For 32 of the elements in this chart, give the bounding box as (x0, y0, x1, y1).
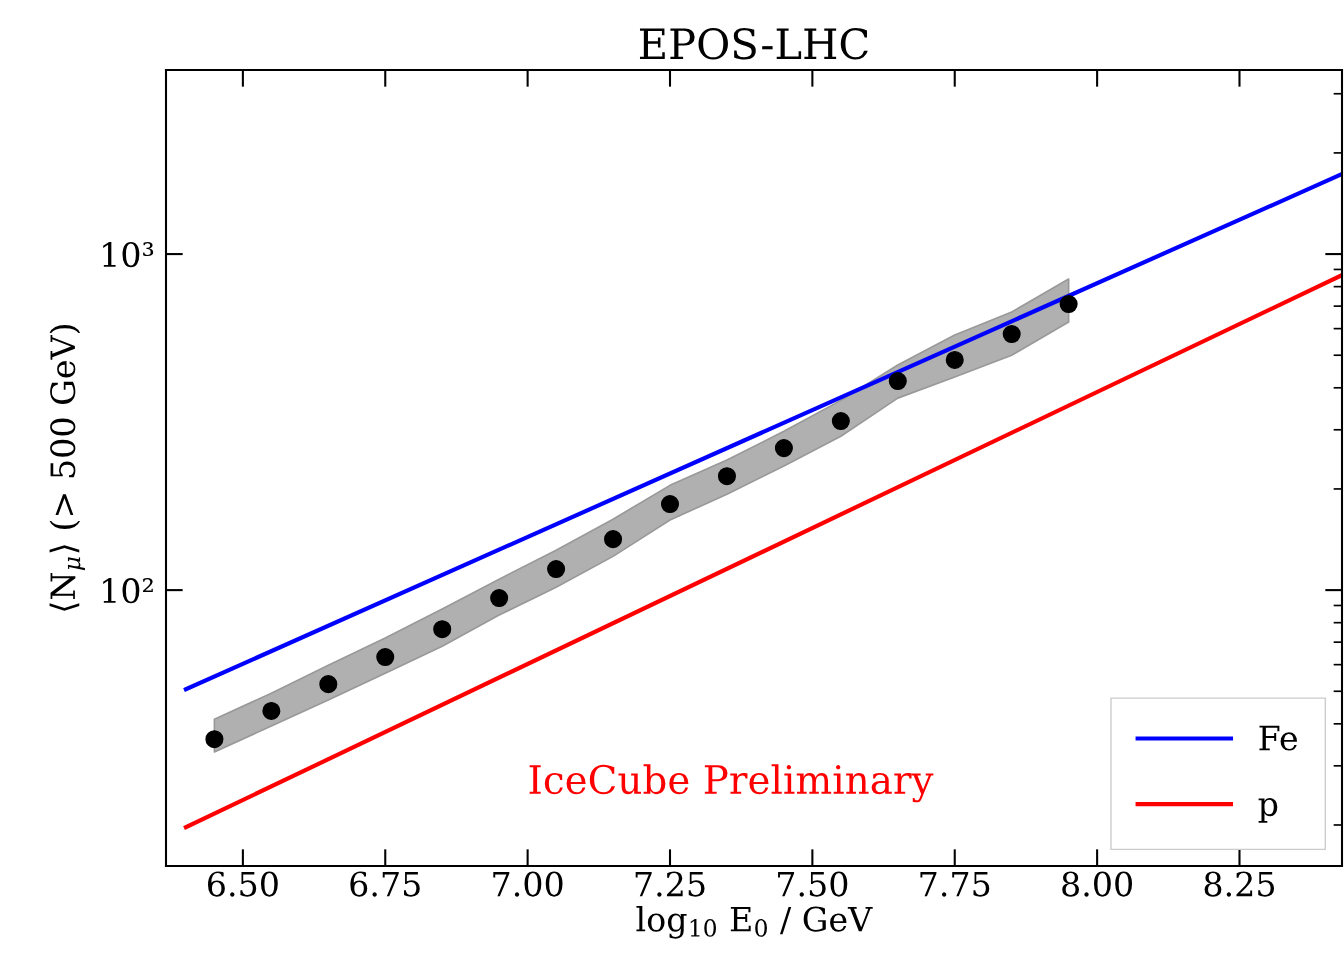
point (1002, 325, 1021, 344)
x-tick-label: 7.50 (778, 871, 848, 897)
point (945, 350, 964, 370)
x-tick-label: 7.25 (635, 871, 705, 897)
point (319, 675, 338, 694)
y-tick-label: 10³ (103, 242, 154, 268)
point (490, 589, 509, 608)
x-tick-label: 6.50 (208, 871, 278, 897)
x-tick-label: 7.75 (920, 871, 990, 897)
point (888, 371, 907, 391)
point (547, 560, 566, 579)
y-axis-title: ⟨N$_{μ}$⟩ (> 500 GeV) (49, 325, 85, 611)
point (660, 495, 680, 514)
chart-title: EPOS-LHC (639, 27, 868, 60)
legend-label: Fe (1259, 725, 1297, 751)
point (604, 530, 623, 549)
point (774, 439, 793, 458)
point (831, 412, 850, 431)
x-tick-label: 8.00 (1062, 871, 1133, 897)
x-tick-label: 6.75 (350, 871, 420, 897)
point (376, 648, 395, 667)
point (433, 620, 452, 639)
point (262, 701, 281, 720)
y-tick-label: 10² (103, 578, 153, 604)
x-axis-title: log$_{10}$ E$_{0}$ / GeV (636, 905, 873, 939)
point (205, 730, 224, 749)
point (1059, 295, 1078, 314)
point (717, 467, 736, 486)
annotation: IceCube Preliminary (529, 764, 934, 803)
legend-label: p (1258, 797, 1278, 823)
x-tick-label: 7.00 (493, 871, 563, 897)
x-tick-label: 8.25 (1204, 871, 1275, 897)
